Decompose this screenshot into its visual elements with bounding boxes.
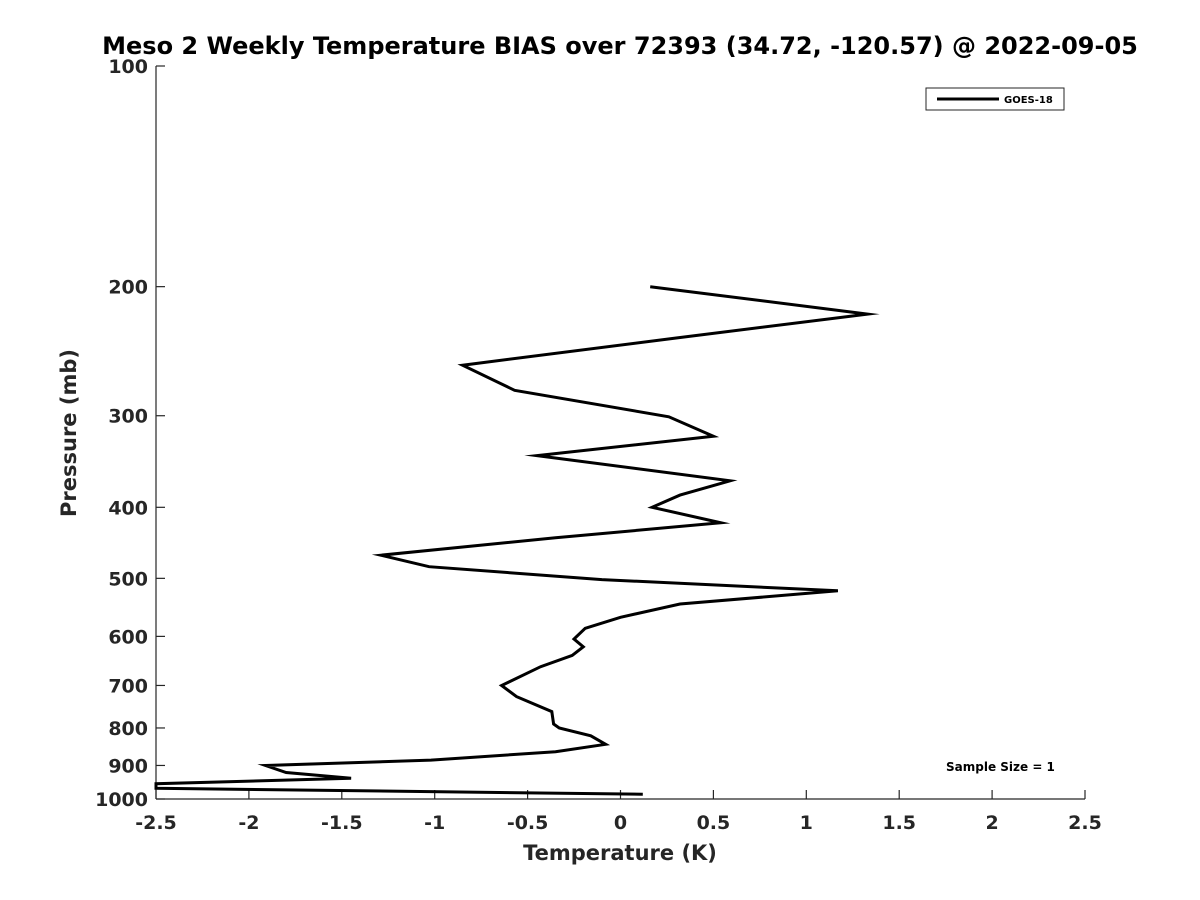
chart-title: Meso 2 Weekly Temperature BIAS over 7239… <box>102 32 1138 60</box>
x-tick-label: 0.5 <box>697 812 731 834</box>
x-tick-label: 1 <box>800 812 813 834</box>
x-tick-label: 0 <box>614 812 627 834</box>
plot-axes <box>155 66 1085 800</box>
y-tick-label: 300 <box>108 406 148 428</box>
y-tick-label: 500 <box>108 568 148 590</box>
x-tick-label: -2.5 <box>135 812 177 834</box>
series-line-goes-18 <box>154 285 880 796</box>
y-tick-label: 900 <box>108 755 148 777</box>
y-axis-label: Pressure (mb) <box>57 349 81 517</box>
legend-entry-goes-18: GOES-18 <box>1004 95 1053 106</box>
sample-size-annotation: Sample Size = 1 <box>946 760 1055 774</box>
legend: GOES-18 <box>925 87 1065 111</box>
x-tick-label: 1.5 <box>882 812 916 834</box>
y-ticks: 100 200 300 400 500 600 700 800 900 1000 <box>95 56 165 811</box>
x-axis-label: Temperature (K) <box>523 841 717 865</box>
x-tick-label: 2.5 <box>1068 812 1102 834</box>
x-tick-label: 2 <box>985 812 998 834</box>
x-tick-label: -1 <box>424 812 445 834</box>
x-tick-label: -0.5 <box>507 812 549 834</box>
x-ticks: -2.5 -2 -1.5 -1 -0.5 0 0.5 1 1.5 2 2.5 <box>135 790 1102 834</box>
y-tick-label: 100 <box>108 56 148 78</box>
x-tick-label: -1.5 <box>321 812 363 834</box>
series-layer <box>154 285 880 796</box>
y-tick-label: 1000 <box>95 789 148 811</box>
x-tick-label: -2 <box>238 812 259 834</box>
y-tick-label: 600 <box>108 626 148 648</box>
y-tick-label: 800 <box>108 718 148 740</box>
y-tick-label: 400 <box>108 497 148 519</box>
y-tick-label: 200 <box>108 277 148 299</box>
y-tick-label: 700 <box>108 675 148 697</box>
